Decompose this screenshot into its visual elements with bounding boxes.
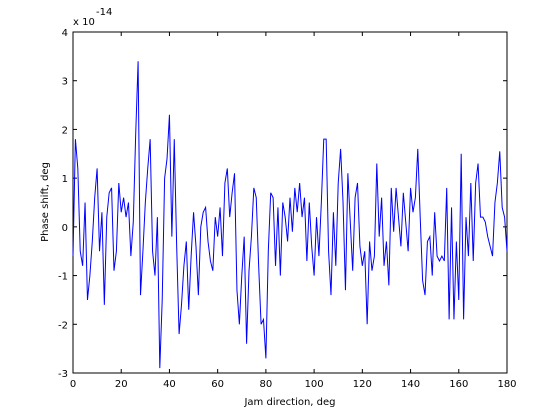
x-tick-label: 40	[163, 379, 176, 390]
y-tick-label: -1	[58, 272, 68, 283]
x-tick-label: 100	[305, 379, 324, 390]
x-tick-label: 180	[497, 379, 516, 390]
y-tick-label: 4	[62, 28, 68, 39]
x-tick-label: 20	[115, 379, 128, 390]
x-tick-label: 120	[353, 379, 372, 390]
y-tick-label: -2	[58, 320, 68, 331]
x-tick-label: 140	[401, 379, 420, 390]
x-tick-label: 160	[449, 379, 468, 390]
y-multiplier-exponent: -14	[96, 7, 112, 18]
x-tick-label: 60	[211, 379, 224, 390]
y-tick-label: 3	[62, 77, 68, 88]
x-tick-label: 80	[260, 379, 273, 390]
y-tick-label: -3	[58, 369, 68, 380]
y-axis-label: Phase shift, deg	[40, 162, 51, 242]
data-line	[72, 61, 508, 369]
y-multiplier: x 10	[73, 17, 95, 28]
x-tick-label: 0	[70, 379, 76, 390]
x-axis-label: Jam direction, deg	[243, 397, 335, 408]
y-tick-label: 2	[62, 125, 68, 136]
y-tick-label: 0	[62, 223, 68, 234]
y-tick-label: 1	[62, 174, 68, 185]
